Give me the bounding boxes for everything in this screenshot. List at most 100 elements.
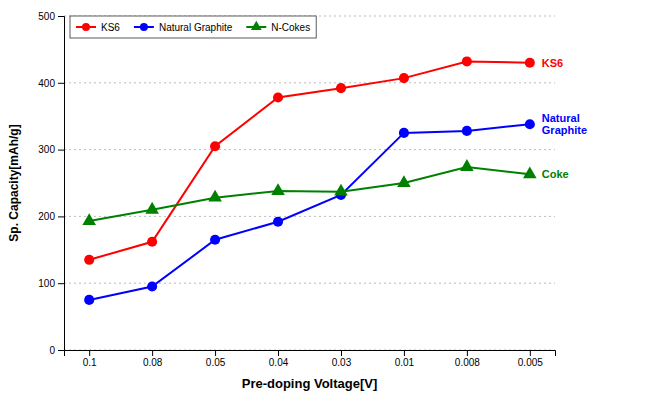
x-tick-mark bbox=[278, 350, 279, 356]
y-tick-label: 400 bbox=[38, 78, 55, 89]
y-tick-label: 500 bbox=[38, 11, 55, 22]
y-tick: 200 bbox=[38, 211, 64, 222]
series-marker bbox=[273, 92, 283, 102]
series-marker bbox=[525, 58, 535, 68]
series bbox=[84, 56, 535, 264]
series-marker bbox=[208, 190, 222, 202]
y-tick-mark bbox=[58, 150, 64, 151]
y-tick-mark bbox=[58, 216, 64, 217]
series-marker bbox=[84, 255, 94, 265]
legend-item: KS6 bbox=[76, 22, 120, 33]
series-marker bbox=[210, 141, 220, 151]
series-marker bbox=[147, 281, 157, 291]
y-tick-label: 100 bbox=[38, 278, 55, 289]
x-tick: 0.05 bbox=[206, 350, 226, 368]
series-marker bbox=[273, 217, 283, 227]
legend-swatch-marker bbox=[140, 23, 148, 31]
series-line bbox=[89, 167, 530, 221]
y-tick: 400 bbox=[38, 78, 64, 89]
y-tick-label: 0 bbox=[49, 345, 55, 356]
series-marker bbox=[84, 295, 94, 305]
y-tick: 300 bbox=[38, 144, 64, 155]
grid-line bbox=[64, 283, 555, 284]
legend-item: N-Cokes bbox=[246, 21, 310, 33]
grid-line bbox=[64, 82, 555, 83]
series bbox=[82, 159, 536, 225]
series-marker bbox=[397, 175, 411, 187]
series-marker bbox=[145, 202, 159, 214]
series-line bbox=[89, 124, 530, 300]
x-tick: 0.04 bbox=[269, 350, 289, 368]
series-marker bbox=[462, 126, 472, 136]
y-tick: 0 bbox=[49, 345, 64, 356]
series-marker bbox=[271, 183, 285, 195]
x-axis-line bbox=[65, 351, 556, 357]
series-line bbox=[89, 61, 530, 259]
x-tick-label: 0.1 bbox=[83, 357, 97, 368]
x-axis-title: Pre-doping Voltage[V] bbox=[242, 376, 378, 391]
x-tick-label: 0.03 bbox=[332, 357, 352, 368]
series-marker bbox=[334, 184, 348, 196]
y-axis-line bbox=[58, 17, 65, 351]
legend-label: Natural Graphite bbox=[159, 22, 233, 33]
legend-swatch-marker bbox=[82, 23, 90, 31]
annotations: KS6 NaturalGraphite Coke bbox=[542, 57, 587, 181]
x-tick-mark bbox=[152, 350, 153, 356]
x-tick: 0.08 bbox=[143, 350, 163, 368]
annotation-line: KS6 bbox=[542, 57, 563, 69]
y-tick: 100 bbox=[38, 278, 64, 289]
legend-frame bbox=[70, 16, 316, 38]
series-marker bbox=[147, 237, 157, 247]
series-marker bbox=[460, 159, 474, 171]
x-tick: 0.01 bbox=[395, 350, 415, 368]
series-marker bbox=[523, 166, 537, 178]
x-tick-label: 0.008 bbox=[455, 357, 480, 368]
series-marker bbox=[462, 56, 472, 66]
y-tick-mark bbox=[58, 83, 64, 84]
chart-container: 0.1 0.08 0.05 0.04 0.03 0.01 0.008 0.005 0 100 200… bbox=[0, 0, 647, 400]
x-tick: 0.008 bbox=[455, 350, 480, 368]
series-marker bbox=[210, 235, 220, 245]
y-tick-label: 200 bbox=[38, 211, 55, 222]
legend: KS6 Natural Graphite N-Cokes bbox=[70, 16, 316, 38]
annotation-line: Coke bbox=[542, 168, 569, 180]
x-tick-mark bbox=[530, 350, 531, 356]
grid-line bbox=[64, 216, 555, 217]
y-axis-title: Sp. Capacity[mAh/g] bbox=[7, 124, 21, 241]
x-tick-label: 0.04 bbox=[269, 357, 289, 368]
series-marker bbox=[399, 73, 409, 83]
legend-label: KS6 bbox=[101, 22, 120, 33]
annotation-line: Natural bbox=[542, 112, 580, 124]
x-tick-mark bbox=[404, 350, 405, 356]
x-tick-mark bbox=[467, 350, 468, 356]
x-tick-mark bbox=[89, 350, 90, 356]
x-tick: 0.03 bbox=[332, 350, 352, 368]
series-marker bbox=[82, 213, 96, 225]
x-axis: 0.1 0.08 0.05 0.04 0.03 0.01 0.008 0.005 bbox=[65, 350, 556, 368]
legend-label: N-Cokes bbox=[271, 22, 310, 33]
y-tick-mark bbox=[58, 16, 64, 17]
grid bbox=[64, 16, 555, 350]
chart-svg: 0.1 0.08 0.05 0.04 0.03 0.01 0.008 0.005 0 100 200… bbox=[0, 0, 647, 400]
legend-swatch-marker bbox=[251, 21, 262, 30]
x-tick-label: 0.08 bbox=[143, 357, 163, 368]
annotation: Coke bbox=[542, 168, 569, 180]
annotation: KS6 bbox=[542, 57, 563, 69]
series-marker bbox=[399, 128, 409, 138]
x-tick-label: 0.005 bbox=[518, 357, 543, 368]
annotation-line: Graphite bbox=[542, 124, 587, 136]
legend-item: Natural Graphite bbox=[134, 22, 233, 33]
y-tick-label: 300 bbox=[38, 144, 55, 155]
x-tick-mark bbox=[341, 350, 342, 356]
y-tick-mark bbox=[58, 350, 64, 351]
y-tick-mark bbox=[58, 283, 64, 284]
x-tick: 0.1 bbox=[83, 350, 97, 368]
y-tick: 500 bbox=[38, 11, 64, 22]
x-tick-mark bbox=[215, 350, 216, 356]
series bbox=[84, 119, 535, 305]
x-tick: 0.005 bbox=[518, 350, 543, 368]
x-tick-label: 0.01 bbox=[395, 357, 415, 368]
y-axis: 0 100 200 300 400 500 bbox=[38, 11, 64, 356]
plot-marks bbox=[82, 56, 536, 305]
grid-line bbox=[64, 149, 555, 150]
